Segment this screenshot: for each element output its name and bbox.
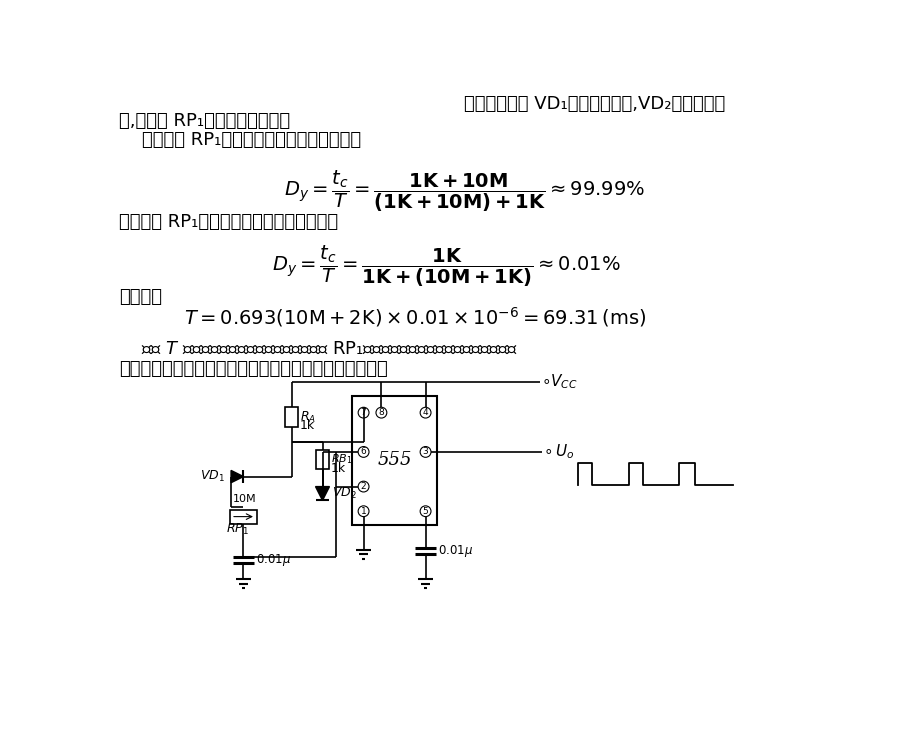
Text: 6: 6 [361,447,366,456]
Text: $0.01\mu$: $0.01\mu$ [438,543,473,559]
Text: 1k: 1k [300,420,315,432]
Text: 当电位器 RP₁中心端滑向右端时，占空比为: 当电位器 RP₁中心端滑向右端时，占空比为 [120,131,361,149]
Text: 555: 555 [377,452,412,469]
Text: 5: 5 [423,507,429,515]
Polygon shape [231,471,244,482]
Text: 7: 7 [361,408,366,417]
Text: $\circ V_{CC}$: $\circ V_{CC}$ [541,373,578,391]
Text: $0.01\mu$: $0.01\mu$ [255,553,291,569]
Text: 4: 4 [423,408,429,417]
Text: $RB_1$: $RB_1$ [331,452,352,466]
Text: $VD_1$: $VD_1$ [200,469,225,484]
Bar [229,510,257,523]
Text: $D_y = \dfrac{t_c}{T} = \dfrac{\mathbf{1K}}{\mathbf{1K + (10M + 1K)}} \approx 0.: $D_y = \dfrac{t_c}{T} = \dfrac{\mathbf{1… [272,243,621,289]
Text: 当电位器 RP₁中心端滑向左端时，占空比为: 当电位器 RP₁中心端滑向左端时，占空比为 [120,213,339,231]
Text: 2: 2 [361,482,366,491]
Text: 1: 1 [361,507,366,515]
Text: 10M: 10M [233,494,256,504]
Text: 显然 $T$ 是个常数，说明振荡频率不受电位器 RP₁中心端所在位置的影响。这个电路在要: 显然 $T$ 是个常数，说明振荡频率不受电位器 RP₁中心端所在位置的影响。这个… [120,340,518,358]
Text: 振荡周期: 振荡周期 [120,288,162,306]
Text: 8: 8 [379,408,384,417]
Text: 其中的二极管 VD₁为充电引导管,VD₂为放电引导: 其中的二极管 VD₁为充电引导管,VD₂为放电引导 [464,96,726,113]
Polygon shape [315,487,330,501]
Bar [316,450,329,469]
Text: 求占空比可调而频率不能发生变化的场合是非常适用的。: 求占空比可调而频率不能发生变化的场合是非常适用的。 [120,360,388,379]
Text: 管,电位器 RP₁用来调节占空比。: 管,电位器 RP₁用来调节占空比。 [120,113,291,130]
Bar [285,407,298,426]
Text: $VD_2$: $VD_2$ [332,486,357,501]
Bar [352,395,438,525]
Text: $RP_1$: $RP_1$ [226,522,249,537]
Text: $\circ\, U_o$: $\circ\, U_o$ [544,442,574,461]
Text: $R_A$: $R_A$ [300,410,316,425]
Text: 1k: 1k [331,461,346,474]
Text: 3: 3 [423,447,429,456]
Text: $D_y = \dfrac{t_c}{T} = \dfrac{\mathbf{1K + 10M}}{\mathbf{(1K + 10M) + 1K}} \app: $D_y = \dfrac{t_c}{T} = \dfrac{\mathbf{1… [284,169,645,214]
Text: $T = 0.693(10\mathrm{M} + 2\mathrm{K}) \times 0.01 \times 10^{-6} = 69.31\,(\mat: $T = 0.693(10\mathrm{M} + 2\mathrm{K}) \… [184,305,647,329]
